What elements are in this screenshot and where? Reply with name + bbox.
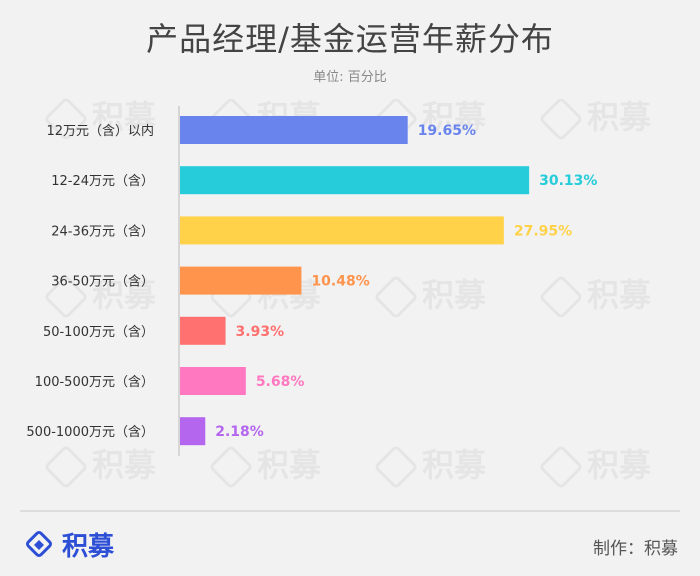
- category-label: 12万元（含）以内: [46, 123, 154, 139]
- category-label: 24-36万元（含）: [51, 223, 154, 239]
- value-label: 5.68%: [256, 374, 305, 390]
- category-label: 100-500万元（含）: [35, 374, 154, 390]
- value-label: 30.13%: [539, 173, 597, 189]
- bar-chart: 12万元（含）以内 19.65% 12-24万元（含） 30.13% 24-36万元（含…: [26, 106, 597, 456]
- value-label: 10.48%: [311, 274, 369, 290]
- value-label: 27.95%: [514, 223, 572, 239]
- category-label: 36-50万元（含）: [51, 274, 154, 290]
- value-label: 19.65%: [418, 123, 476, 139]
- bar: [180, 116, 408, 144]
- category-label: 50-100万元（含）: [43, 324, 154, 340]
- credit-text: 制作：积募: [593, 539, 678, 559]
- chart-title: 产品经理/基金运营年薪分布: [146, 20, 554, 58]
- logo-icon: [26, 531, 52, 557]
- chart-subtitle: 单位: 百分比: [313, 70, 387, 85]
- bar: [180, 266, 302, 295]
- bar: [180, 166, 530, 195]
- category-label: 12-24万元（含）: [51, 173, 154, 189]
- bar: [180, 417, 206, 446]
- category-label: 500-1000万元（含）: [26, 424, 154, 440]
- footer-logo: 积募: [24, 526, 114, 562]
- bar: [180, 316, 226, 345]
- footer-divider: [20, 510, 680, 512]
- logo-text: 积募: [62, 531, 115, 562]
- value-label: 3.93%: [236, 324, 285, 340]
- value-label: 2.18%: [215, 424, 264, 440]
- bar: [180, 367, 246, 395]
- bar: [180, 216, 504, 245]
